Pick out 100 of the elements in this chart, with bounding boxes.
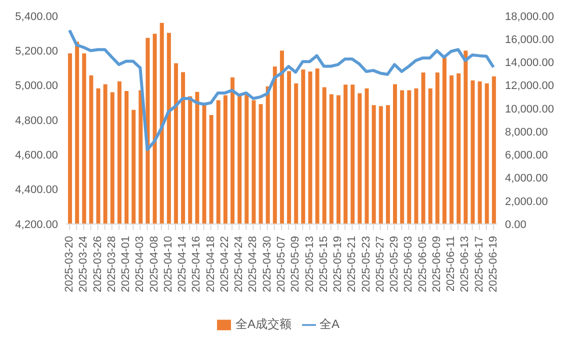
bar xyxy=(230,77,235,224)
x-tick-label: 2025-04-14 xyxy=(176,236,189,292)
bar xyxy=(329,94,334,224)
bar xyxy=(152,34,157,224)
x-tick-label: 2025-04-01 xyxy=(120,236,132,292)
bar xyxy=(103,84,108,224)
bar xyxy=(89,75,94,224)
bar xyxy=(378,106,383,224)
bar xyxy=(280,50,284,224)
legend-label: 全A xyxy=(320,317,340,331)
bar xyxy=(181,72,186,224)
x-tick-label: 2025-06-17 xyxy=(473,236,486,292)
y-tick-label: 4,800.00 xyxy=(15,114,58,127)
bar xyxy=(414,88,418,224)
x-tick-label: 2025-05-07 xyxy=(276,236,288,292)
y2-tick-label: 14,000.00 xyxy=(505,57,554,70)
y2-tick-label: 4,000.00 xyxy=(505,172,548,185)
y2-tick-label: 2,000.00 xyxy=(505,196,548,208)
bar xyxy=(484,83,489,224)
x-tick-label: 2025-05-27 xyxy=(374,236,386,292)
bar xyxy=(450,75,454,224)
bar xyxy=(308,71,312,224)
bar xyxy=(146,38,150,224)
bar xyxy=(258,104,263,224)
legend-label: 全A成交额 xyxy=(235,317,292,331)
bar xyxy=(478,81,482,224)
bar xyxy=(188,96,192,224)
y-tick-label: 4,200.00 xyxy=(15,218,58,231)
bar xyxy=(350,84,355,224)
x-tick-label: 2025-05-09 xyxy=(290,236,302,292)
x-tick-label: 2025-04-08 xyxy=(148,236,160,292)
bar xyxy=(393,84,398,224)
x-tick-label: 2025-06-05 xyxy=(416,236,429,292)
y2-tick-label: 12,000.00 xyxy=(505,80,554,92)
x-tick-label: 2025-04-28 xyxy=(247,236,260,292)
x-tick-label: 2025-04-03 xyxy=(134,236,146,292)
bar xyxy=(166,32,171,224)
bar xyxy=(174,63,178,224)
bar xyxy=(322,87,326,224)
bar xyxy=(82,53,86,224)
bar xyxy=(442,57,446,224)
x-tick-label: 2025-03-24 xyxy=(78,236,90,292)
x-tick-label: 2025-04-30 xyxy=(261,236,274,292)
bar xyxy=(68,53,72,224)
y-tick-label: 5,400.00 xyxy=(15,10,58,23)
x-tick-label: 2025-04-16 xyxy=(190,236,203,292)
bar xyxy=(132,110,136,224)
y-tick-label: 5,000.00 xyxy=(15,80,58,92)
x-tick-label: 2025-04-24 xyxy=(233,236,246,292)
bar xyxy=(435,72,440,224)
x-tick-label: 2025-03-28 xyxy=(106,236,118,292)
bar xyxy=(96,88,100,224)
bar xyxy=(272,66,277,224)
x-tick-label: 2025-03-26 xyxy=(92,236,104,292)
y-tick-label: 4,400.00 xyxy=(15,184,58,196)
bar xyxy=(287,71,292,224)
x-tick-label: 2025-04-18 xyxy=(204,236,217,292)
bar xyxy=(456,73,461,224)
bar xyxy=(75,42,80,224)
bar xyxy=(358,93,362,224)
x-tick-label: 2025-06-09 xyxy=(430,236,443,292)
x-tick-label: 2025-05-19 xyxy=(332,236,344,292)
bar xyxy=(238,96,242,224)
bar xyxy=(124,90,129,224)
x-tick-label: 2025-05-15 xyxy=(318,236,330,292)
y2-tick-label: 10,000.00 xyxy=(505,103,554,116)
bar xyxy=(315,68,320,224)
bar xyxy=(344,84,348,224)
bar xyxy=(386,105,390,224)
bar xyxy=(336,95,340,224)
bar xyxy=(400,90,404,224)
bar xyxy=(244,94,249,224)
y2-tick-label: 0.00 xyxy=(505,218,526,231)
y2-tick-label: 8,000.00 xyxy=(505,126,548,138)
y2-tick-label: 6,000.00 xyxy=(505,150,548,162)
bar xyxy=(252,100,256,224)
x-tick-label: 2025-05-23 xyxy=(360,236,372,292)
x-tick-label: 2025-05-13 xyxy=(304,236,316,292)
x-tick-label: 2025-06-19 xyxy=(487,236,500,292)
bar xyxy=(407,90,412,224)
y-tick-label: 4,600.00 xyxy=(15,150,58,162)
x-tick-label: 2025-06-13 xyxy=(459,236,472,292)
bar xyxy=(195,92,200,224)
bar xyxy=(209,115,214,224)
bar xyxy=(160,22,164,224)
x-tick-label: 2025-05-21 xyxy=(346,236,358,292)
line-series xyxy=(68,28,495,152)
x-tick-label: 2025-04-10 xyxy=(162,236,174,292)
bar xyxy=(421,72,426,224)
bar xyxy=(492,76,496,224)
x-tick-label: 2025-06-03 xyxy=(402,236,415,292)
bar xyxy=(266,86,270,224)
bar xyxy=(138,90,143,224)
bar xyxy=(110,92,114,224)
bar xyxy=(428,88,432,224)
bar xyxy=(294,83,298,224)
bar xyxy=(202,105,206,224)
bar xyxy=(464,50,468,224)
x-tick-label: 2025-06-11 xyxy=(445,236,458,292)
x-tick-label: 2025-04-22 xyxy=(218,236,231,292)
